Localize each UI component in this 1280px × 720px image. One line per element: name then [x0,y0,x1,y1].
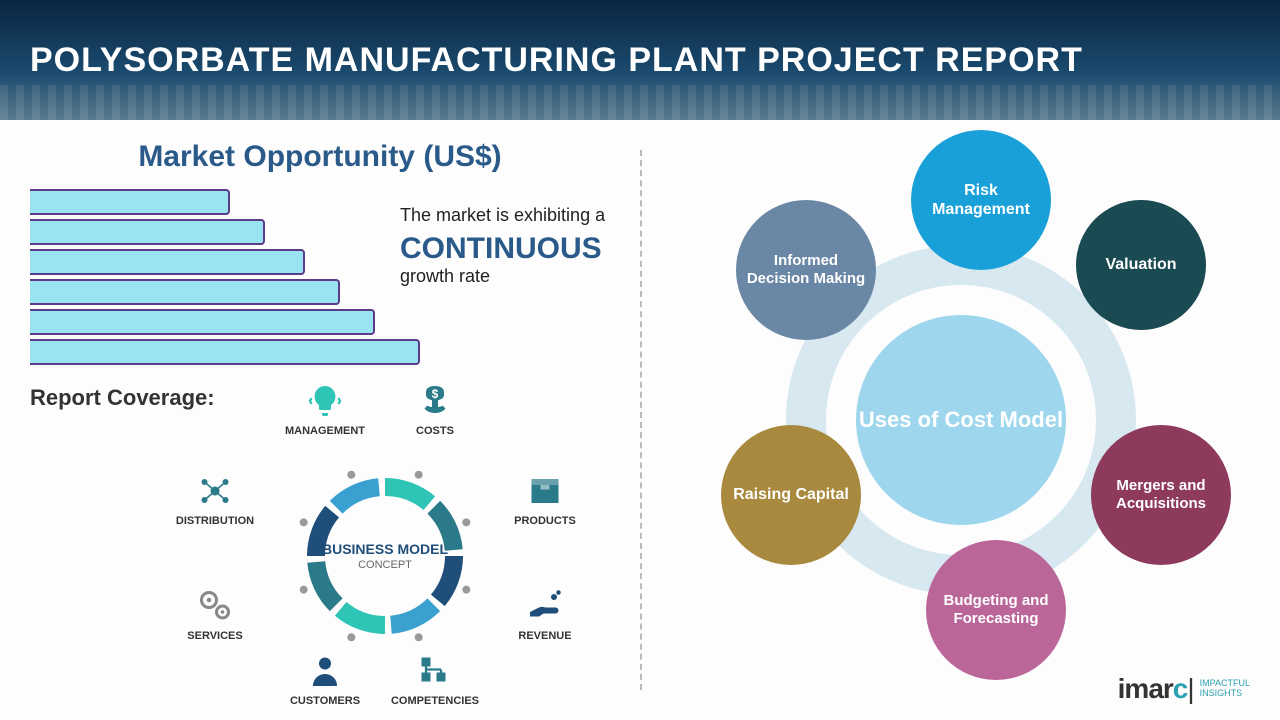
biz-item-label: COSTS [380,425,490,437]
logo-tagline: IMPACTFUL INSIGHTS [1200,679,1250,699]
growth-text-block: The market is exhibiting a CONTINUOUS gr… [400,205,605,287]
biz-item-label: COMPETENCIES [380,695,490,707]
growth-line2: growth rate [400,266,605,287]
biz-item-revenue: REVENUE [490,586,600,642]
person-icon [305,651,345,691]
cost-node-valuation: Valuation [1076,200,1206,330]
content-area: Market Opportunity (US$) The market is e… [0,120,1280,720]
cost-node-risk-management: Risk Management [911,130,1051,270]
biz-item-customers: CUSTOMERS [270,651,380,707]
biz-center-sub: CONCEPT [358,559,412,571]
growth-line1: The market is exhibiting a [400,205,605,226]
market-bar [30,309,375,335]
biz-item-label: CUSTOMERS [270,695,380,707]
left-panel: Market Opportunity (US$) The market is e… [0,120,640,720]
biz-item-competencies: COMPETENCIES [380,651,490,707]
cost-model-diagram: Uses of Cost Model Risk ManagementValuat… [681,140,1241,700]
business-model-diagram: BUSINESS MODEL CONCEPT MANAGEMENT $ COSTS P… [170,386,600,686]
biz-item-services: SERVICES [160,586,270,642]
market-bar [30,219,265,245]
svg-text:$: $ [432,387,439,401]
logo-brand: imarc| [1118,673,1194,705]
money-icon: $ [415,381,455,421]
biz-item-label: MANAGEMENT [270,425,380,437]
header-banner: POLYSORBATE MANUFACTURING PLANT PROJECT … [0,0,1280,120]
cost-node-raising-capital: Raising Capital [721,425,861,565]
biz-item-distribution: DISTRIBUTION [160,471,270,527]
box-icon [525,471,565,511]
biz-item-products: PRODUCTS [490,471,600,527]
cost-node-mergers-and-acquisitions: Mergers and Acquisitions [1091,425,1231,565]
cost-model-center: Uses of Cost Model [856,315,1066,525]
right-panel: Uses of Cost Model Risk ManagementValuat… [642,120,1280,720]
network-icon [195,471,235,511]
biz-center-title: BUSINESS MODEL [322,541,448,557]
chart-icon [415,651,455,691]
biz-item-management: MANAGEMENT [270,381,380,437]
market-bar [30,279,340,305]
market-title: Market Opportunity (US$) [30,140,610,174]
hand-icon [525,586,565,626]
market-bar [30,249,305,275]
biz-item-label: REVENUE [490,630,600,642]
growth-highlight: CONTINUOUS [400,232,605,266]
bulb-icon [305,381,345,421]
business-model-center: BUSINESS MODEL CONCEPT [310,481,460,631]
brand-logo: imarc| IMPACTFUL INSIGHTS [1118,673,1250,705]
biz-item-label: DISTRIBUTION [160,515,270,527]
biz-item-costs: $ COSTS [380,381,490,437]
biz-item-label: SERVICES [160,630,270,642]
market-bar [30,189,230,215]
cost-node-informed-decision-making: Informed Decision Making [736,200,876,340]
cost-node-budgeting-and-forecasting: Budgeting and Forecasting [926,540,1066,680]
page-title: POLYSORBATE MANUFACTURING PLANT PROJECT … [30,41,1083,80]
gears-icon [195,586,235,626]
market-bar [30,339,420,365]
biz-item-label: PRODUCTS [490,515,600,527]
